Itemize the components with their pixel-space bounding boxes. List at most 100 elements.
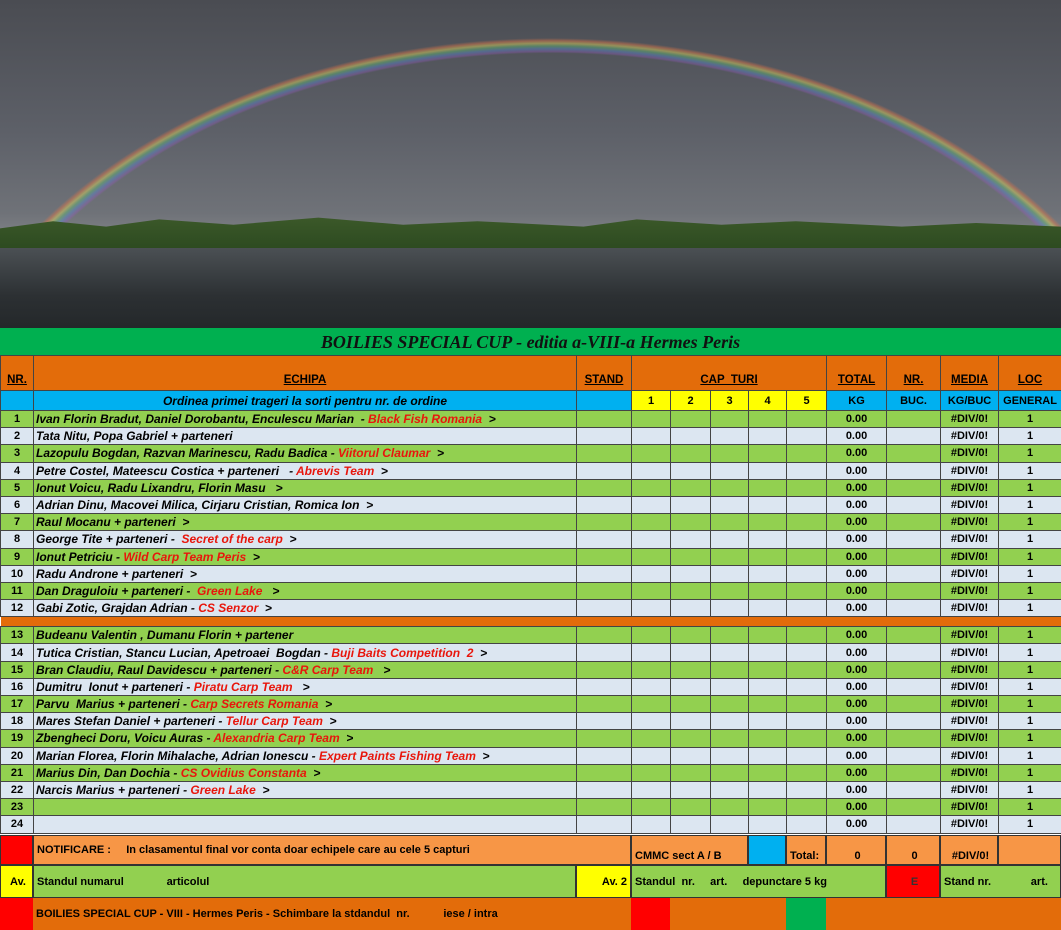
capture-2-cell[interactable] [670, 461, 711, 480]
capture-1-cell[interactable] [631, 478, 671, 497]
capture-5-cell[interactable] [785, 599, 828, 618]
capture-4-cell[interactable] [748, 427, 787, 446]
capture-2-cell[interactable] [670, 626, 711, 645]
stand-cell[interactable] [576, 495, 632, 515]
nr-buc-cell[interactable] [886, 513, 942, 532]
stand-cell[interactable] [576, 409, 632, 429]
capture-3-cell[interactable] [710, 643, 749, 662]
capture-4-cell[interactable] [748, 444, 787, 463]
capture-5-cell[interactable] [785, 677, 828, 697]
stand-cell[interactable] [576, 581, 632, 601]
capture-1-cell[interactable] [631, 677, 671, 697]
capture-3-cell[interactable] [710, 599, 749, 618]
capture-3-cell[interactable] [710, 495, 749, 515]
capture-2-cell[interactable] [670, 729, 711, 748]
capture-3-cell[interactable] [710, 815, 749, 834]
capture-1-cell[interactable] [631, 461, 671, 480]
capture-4-cell[interactable] [748, 581, 787, 601]
capture-2-cell[interactable] [670, 547, 711, 566]
nr-buc-cell[interactable] [886, 643, 942, 662]
capture-1-cell[interactable] [631, 513, 671, 532]
nr-buc-cell[interactable] [886, 746, 942, 765]
nr-buc-cell[interactable] [886, 712, 942, 731]
capture-1-cell[interactable] [631, 746, 671, 765]
nr-buc-cell[interactable] [886, 444, 942, 463]
nr-buc-cell[interactable] [886, 599, 942, 618]
capture-4-cell[interactable] [748, 513, 787, 532]
capture-2-cell[interactable] [670, 712, 711, 731]
capture-3-cell[interactable] [710, 780, 749, 800]
capture-3-cell[interactable] [710, 427, 749, 446]
stand-cell[interactable] [576, 626, 632, 645]
capture-1-cell[interactable] [631, 712, 671, 731]
capture-1-cell[interactable] [631, 599, 671, 618]
capture-5-cell[interactable] [785, 444, 828, 463]
capture-5-cell[interactable] [785, 547, 828, 566]
capture-3-cell[interactable] [710, 564, 749, 583]
capture-5-cell[interactable] [785, 694, 828, 714]
capture-4-cell[interactable] [748, 677, 787, 697]
capture-3-cell[interactable] [710, 461, 749, 480]
capture-5-cell[interactable] [785, 564, 828, 583]
capture-2-cell[interactable] [670, 409, 711, 429]
capture-4-cell[interactable] [748, 409, 787, 429]
stand-cell[interactable] [576, 763, 632, 782]
capture-4-cell[interactable] [748, 746, 787, 765]
nr-buc-cell[interactable] [886, 495, 942, 515]
capture-2-cell[interactable] [670, 798, 711, 817]
capture-1-cell[interactable] [631, 626, 671, 645]
capture-5-cell[interactable] [785, 478, 828, 497]
nr-buc-cell[interactable] [886, 547, 942, 566]
capture-2-cell[interactable] [670, 746, 711, 765]
capture-3-cell[interactable] [710, 660, 749, 679]
capture-4-cell[interactable] [748, 660, 787, 679]
capture-5-cell[interactable] [785, 581, 828, 601]
capture-2-cell[interactable] [670, 815, 711, 834]
capture-2-cell[interactable] [670, 763, 711, 782]
capture-3-cell[interactable] [710, 478, 749, 497]
capture-5-cell[interactable] [785, 815, 828, 834]
capture-2-cell[interactable] [670, 478, 711, 497]
nr-buc-cell[interactable] [886, 626, 942, 645]
capture-4-cell[interactable] [748, 815, 787, 834]
capture-3-cell[interactable] [710, 513, 749, 532]
capture-3-cell[interactable] [710, 677, 749, 697]
capture-5-cell[interactable] [785, 660, 828, 679]
stand-cell[interactable] [576, 712, 632, 731]
stand-cell[interactable] [576, 746, 632, 765]
stand-cell[interactable] [576, 815, 632, 834]
stand-cell[interactable] [576, 444, 632, 463]
capture-1-cell[interactable] [631, 798, 671, 817]
capture-2-cell[interactable] [670, 660, 711, 679]
capture-4-cell[interactable] [748, 599, 787, 618]
capture-2-cell[interactable] [670, 599, 711, 618]
capture-4-cell[interactable] [748, 530, 787, 549]
capture-2-cell[interactable] [670, 444, 711, 463]
capture-5-cell[interactable] [785, 530, 828, 549]
capture-5-cell[interactable] [785, 427, 828, 446]
capture-2-cell[interactable] [670, 694, 711, 714]
capture-5-cell[interactable] [785, 763, 828, 782]
capture-3-cell[interactable] [710, 530, 749, 549]
capture-4-cell[interactable] [748, 763, 787, 782]
stand-cell[interactable] [576, 643, 632, 662]
stand-cell[interactable] [576, 780, 632, 800]
capture-1-cell[interactable] [631, 427, 671, 446]
capture-2-cell[interactable] [670, 427, 711, 446]
capture-1-cell[interactable] [631, 763, 671, 782]
nr-buc-cell[interactable] [886, 409, 942, 429]
stand-cell[interactable] [576, 530, 632, 549]
capture-4-cell[interactable] [748, 643, 787, 662]
capture-1-cell[interactable] [631, 581, 671, 601]
capture-5-cell[interactable] [785, 643, 828, 662]
nr-buc-cell[interactable] [886, 581, 942, 601]
capture-3-cell[interactable] [710, 746, 749, 765]
capture-5-cell[interactable] [785, 461, 828, 480]
nr-buc-cell[interactable] [886, 763, 942, 782]
capture-5-cell[interactable] [785, 513, 828, 532]
capture-2-cell[interactable] [670, 643, 711, 662]
cmmc-sector-cell[interactable] [748, 835, 786, 865]
capture-2-cell[interactable] [670, 780, 711, 800]
capture-5-cell[interactable] [785, 626, 828, 645]
capture-4-cell[interactable] [748, 564, 787, 583]
